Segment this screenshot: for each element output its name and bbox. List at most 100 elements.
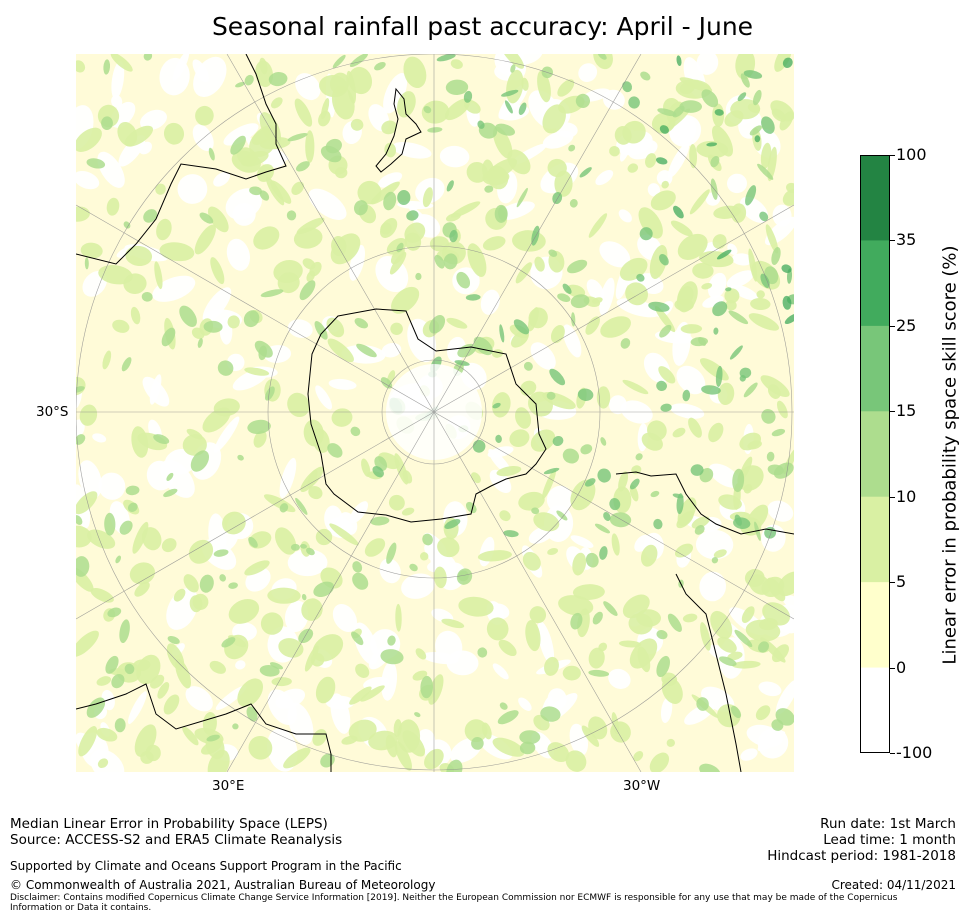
skill-patch bbox=[457, 570, 469, 582]
skill-patch bbox=[127, 502, 138, 512]
skill-patch bbox=[750, 297, 771, 311]
skill-patch bbox=[217, 360, 234, 376]
skill-patch bbox=[782, 595, 794, 610]
skill-patch bbox=[713, 327, 719, 335]
skill-patch bbox=[388, 494, 405, 511]
skill-patch bbox=[277, 272, 300, 294]
skill-patch bbox=[636, 609, 661, 627]
skill-patch bbox=[481, 722, 492, 740]
skill-patch bbox=[384, 142, 397, 158]
colorbar-tick-mark bbox=[890, 411, 895, 413]
skill-patch bbox=[471, 737, 484, 750]
skill-patch bbox=[656, 380, 667, 392]
skill-patch bbox=[429, 236, 450, 252]
colorbar-tick-mark bbox=[890, 753, 895, 754]
skill-patch bbox=[228, 598, 260, 624]
skill-patch bbox=[352, 572, 369, 590]
skill-patch bbox=[286, 210, 297, 221]
skill-patch bbox=[208, 147, 215, 161]
skill-patch bbox=[759, 211, 769, 222]
skill-patch bbox=[776, 400, 788, 419]
skill-patch bbox=[740, 748, 758, 761]
skill-patch bbox=[639, 227, 653, 241]
skill-patch bbox=[101, 116, 113, 130]
skill-patch bbox=[784, 313, 794, 325]
skill-patch bbox=[163, 488, 178, 498]
skill-patch bbox=[397, 190, 411, 205]
skill-patch bbox=[207, 206, 229, 233]
skill-patch bbox=[354, 318, 369, 329]
skill-patch bbox=[731, 284, 758, 301]
skill-patch bbox=[572, 584, 605, 601]
skill-patch bbox=[656, 629, 668, 640]
skill-patch bbox=[527, 391, 554, 417]
skill-patch bbox=[628, 96, 640, 109]
skill-patch bbox=[679, 100, 702, 113]
skill-patch bbox=[446, 759, 463, 772]
skill-patch bbox=[306, 270, 315, 282]
skill-patch bbox=[518, 697, 532, 711]
skill-patch bbox=[246, 706, 258, 722]
skill-patch bbox=[578, 63, 598, 82]
skill-patch bbox=[533, 512, 560, 532]
skill-field bbox=[76, 54, 794, 772]
skill-patch bbox=[299, 280, 316, 301]
skill-patch bbox=[175, 658, 192, 689]
skill-patch bbox=[534, 256, 545, 272]
skill-patch bbox=[434, 566, 447, 589]
skill-patch bbox=[221, 637, 236, 648]
skill-patch bbox=[666, 738, 675, 747]
skill-patch bbox=[706, 142, 718, 147]
skill-patch bbox=[464, 719, 488, 743]
skill-patch bbox=[378, 172, 403, 188]
skill-patch bbox=[360, 685, 385, 702]
skill-patch bbox=[650, 490, 660, 498]
skill-patch bbox=[771, 108, 787, 122]
skill-patch bbox=[203, 320, 223, 333]
skill-patch bbox=[562, 665, 581, 681]
skill-patch bbox=[383, 191, 397, 211]
skill-patch bbox=[603, 601, 618, 616]
skill-patch bbox=[565, 750, 587, 772]
skill-patch bbox=[287, 319, 313, 338]
skill-patch bbox=[618, 209, 632, 223]
skill-patch bbox=[78, 726, 98, 757]
skill-patch bbox=[329, 523, 359, 546]
skill-patch bbox=[648, 301, 670, 312]
skill-patch bbox=[557, 79, 575, 97]
skill-patch bbox=[394, 741, 412, 771]
lon-label-30w: 30°W bbox=[623, 778, 661, 794]
skill-patch bbox=[636, 273, 645, 282]
skill-patch bbox=[579, 167, 592, 178]
skill-patch bbox=[679, 82, 695, 94]
south-america-west bbox=[675, 573, 742, 772]
skill-patch bbox=[104, 512, 116, 536]
skill-patch bbox=[562, 324, 582, 358]
skill-patch bbox=[637, 646, 651, 673]
skill-patch bbox=[625, 282, 648, 306]
skill-patch bbox=[537, 70, 551, 103]
skill-patch bbox=[213, 172, 231, 187]
skill-patch bbox=[640, 71, 651, 81]
skill-patch bbox=[368, 730, 398, 751]
skill-patch bbox=[739, 375, 746, 382]
skill-patch bbox=[588, 716, 608, 740]
skill-patch bbox=[466, 161, 488, 183]
colorbar-tick-label: 5 bbox=[896, 572, 907, 592]
skill-patch bbox=[603, 512, 611, 521]
skill-patch bbox=[766, 451, 775, 462]
skill-patch bbox=[404, 232, 422, 251]
skill-patch bbox=[90, 588, 114, 603]
skill-patch bbox=[308, 188, 347, 220]
skill-patch bbox=[599, 277, 615, 316]
colorbar-band bbox=[860, 667, 890, 754]
skill-patch bbox=[444, 98, 471, 121]
skill-patch bbox=[760, 273, 770, 289]
skill-patch bbox=[775, 679, 794, 715]
colorbar-band bbox=[860, 240, 890, 327]
skill-patch bbox=[629, 478, 640, 490]
skill-patch bbox=[237, 678, 264, 707]
skill-patch bbox=[707, 272, 727, 299]
skill-patch bbox=[370, 516, 390, 526]
skill-patch bbox=[112, 319, 130, 333]
